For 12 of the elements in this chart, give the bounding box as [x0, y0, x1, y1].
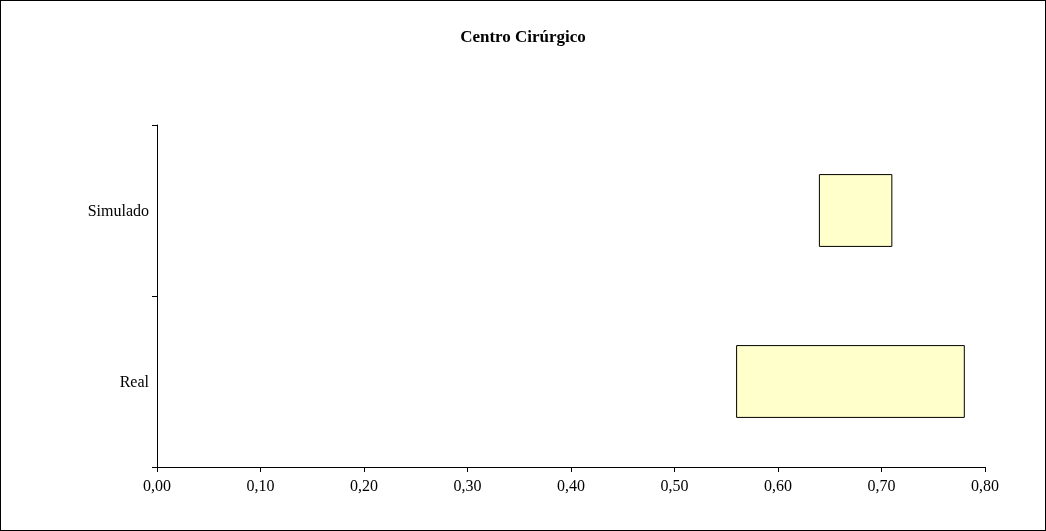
x-tick-label: 0,10 — [246, 476, 275, 494]
y-tick-label: Real — [119, 373, 150, 390]
x-tick-label: 0,00 — [143, 476, 171, 494]
x-tick-label: 0,20 — [350, 476, 378, 494]
chart-title: Centro Cirúrgico — [460, 27, 586, 46]
x-tick-label: 0,80 — [971, 476, 999, 494]
x-tick-label: 0,60 — [764, 476, 792, 494]
y-tick-label: Simulado — [87, 202, 149, 219]
x-tick-label: 0,50 — [660, 476, 689, 494]
x-tick-label: 0,70 — [867, 476, 896, 494]
x-tick-label: 0,40 — [557, 476, 585, 494]
x-tick-label: 0,30 — [453, 476, 482, 494]
